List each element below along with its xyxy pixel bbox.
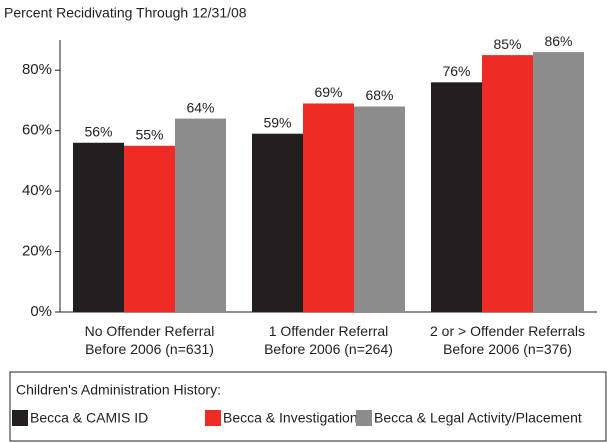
y-tick-label: 80% <box>22 61 52 78</box>
value-label: 86% <box>544 33 572 49</box>
x-tick-label: 1 Offender Referral Before 2006 (n=264) <box>264 323 393 357</box>
legend-box <box>9 371 607 442</box>
bar <box>303 103 354 312</box>
y-tick-label: 60% <box>22 122 52 139</box>
chart-title: Percent Recidivating Through 12/31/08 <box>4 5 247 21</box>
bar <box>73 142 124 312</box>
value-label: 69% <box>314 84 342 100</box>
bar <box>175 118 226 312</box>
value-label: 64% <box>186 99 214 115</box>
x-tick-label: No Offender Referral Before 2006 (n=631) <box>85 323 215 357</box>
legend-swatch <box>205 410 221 426</box>
value-label: 56% <box>84 123 112 139</box>
bar <box>431 82 482 312</box>
legend-swatch <box>356 410 372 426</box>
legend-label: Becca & CAMIS ID <box>30 410 148 426</box>
y-tick-label: 40% <box>22 182 52 199</box>
y-tick-label: 20% <box>22 243 52 260</box>
bar <box>124 145 175 312</box>
y-tick-label: 0% <box>30 303 52 320</box>
value-label: 68% <box>365 87 393 103</box>
legend-title: Children's Administration History: <box>16 382 221 398</box>
legend-label: Becca & Investigation <box>223 410 358 426</box>
bar <box>354 106 405 312</box>
bar <box>482 55 533 312</box>
value-label: 55% <box>135 126 163 142</box>
value-label: 85% <box>493 36 521 52</box>
bar <box>252 133 303 312</box>
legend-label: Becca & Legal Activity/Placement <box>374 410 582 426</box>
x-tick-label: 2 or > Offender Referrals Before 2006 (n=… <box>430 323 585 357</box>
legend-swatch <box>12 410 28 426</box>
value-label: 76% <box>442 63 470 79</box>
value-label: 59% <box>263 114 291 130</box>
bar <box>533 52 584 312</box>
